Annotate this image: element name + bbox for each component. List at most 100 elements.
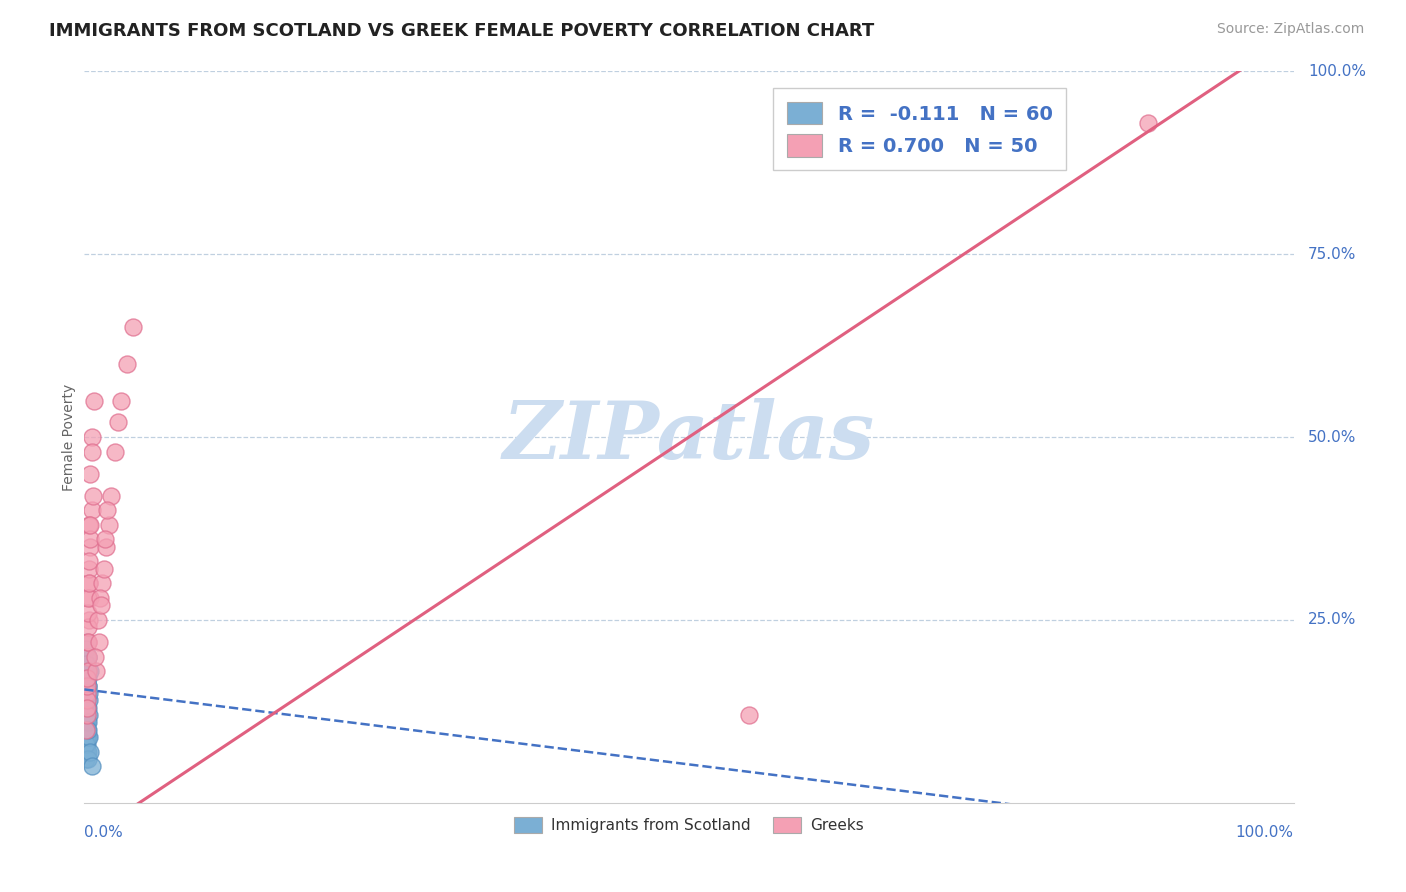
- Point: [738, 708, 761, 723]
- Point: [75, 752, 97, 766]
- Point: [76, 664, 98, 678]
- Point: [77, 730, 100, 744]
- Point: [100, 489, 122, 503]
- Point: [75, 723, 97, 737]
- Point: [76, 686, 98, 700]
- Point: [76, 649, 98, 664]
- Point: [77, 745, 100, 759]
- Point: [77, 562, 100, 576]
- Point: [104, 444, 127, 458]
- Point: [76, 737, 98, 751]
- Point: [76, 657, 98, 671]
- Point: [75, 737, 97, 751]
- Text: 100.0%: 100.0%: [1308, 64, 1367, 78]
- Point: [76, 693, 98, 707]
- Point: [96, 503, 118, 517]
- Point: [75, 700, 97, 714]
- Point: [75, 745, 97, 759]
- Point: [77, 700, 100, 714]
- Point: [79, 467, 101, 481]
- Point: [90, 599, 112, 613]
- Legend: Immigrants from Scotland, Greeks: Immigrants from Scotland, Greeks: [508, 811, 870, 839]
- Point: [77, 686, 100, 700]
- Point: [77, 613, 100, 627]
- Point: [75, 672, 97, 686]
- Point: [77, 591, 100, 605]
- Point: [79, 664, 101, 678]
- Point: [77, 649, 100, 664]
- Point: [77, 730, 100, 744]
- Point: [75, 737, 97, 751]
- Point: [75, 686, 97, 700]
- Point: [75, 715, 97, 730]
- Text: ZIPatlas: ZIPatlas: [503, 399, 875, 475]
- Point: [77, 517, 100, 532]
- Point: [91, 576, 114, 591]
- Point: [76, 723, 98, 737]
- Point: [80, 759, 103, 773]
- Point: [76, 635, 98, 649]
- Text: 100.0%: 100.0%: [1236, 825, 1294, 839]
- Point: [79, 591, 101, 605]
- Point: [107, 416, 129, 430]
- Point: [76, 730, 98, 744]
- Point: [84, 649, 107, 664]
- Point: [76, 715, 98, 730]
- Point: [76, 679, 98, 693]
- Point: [76, 745, 98, 759]
- Point: [79, 533, 101, 547]
- Point: [110, 393, 132, 408]
- Point: [76, 672, 98, 686]
- Point: [87, 635, 110, 649]
- Point: [77, 576, 100, 591]
- Point: [77, 635, 100, 649]
- Point: [76, 686, 98, 700]
- Point: [75, 723, 97, 737]
- Point: [77, 715, 100, 730]
- Point: [79, 745, 101, 759]
- Point: [75, 657, 97, 671]
- Point: [76, 679, 98, 693]
- Point: [79, 517, 101, 532]
- Point: [77, 708, 100, 723]
- Point: [76, 708, 98, 723]
- Point: [77, 554, 100, 568]
- Point: [77, 679, 100, 693]
- Point: [115, 357, 138, 371]
- Point: [77, 576, 100, 591]
- Point: [76, 693, 98, 707]
- Point: [83, 393, 105, 408]
- Text: 50.0%: 50.0%: [1308, 430, 1357, 444]
- Point: [75, 657, 97, 671]
- Text: 25.0%: 25.0%: [1308, 613, 1357, 627]
- Point: [77, 620, 100, 634]
- Point: [93, 562, 115, 576]
- Point: [89, 591, 111, 605]
- Point: [77, 649, 100, 664]
- Point: [94, 533, 117, 547]
- Point: [77, 723, 100, 737]
- Point: [77, 693, 100, 707]
- Point: [80, 444, 103, 458]
- Point: [97, 517, 120, 532]
- Point: [77, 664, 100, 678]
- Point: [75, 679, 97, 693]
- Point: [86, 613, 108, 627]
- Point: [76, 700, 98, 714]
- Point: [75, 693, 97, 707]
- Point: [75, 708, 97, 723]
- Point: [86, 664, 108, 678]
- Point: [79, 540, 101, 554]
- Point: [75, 708, 97, 723]
- Point: [80, 503, 103, 517]
- Point: [76, 700, 98, 714]
- Point: [121, 320, 143, 334]
- Point: [77, 606, 100, 620]
- Point: [75, 737, 97, 751]
- Text: 75.0%: 75.0%: [1308, 247, 1357, 261]
- Point: [75, 715, 97, 730]
- Point: [76, 686, 98, 700]
- Point: [77, 679, 100, 693]
- Point: [77, 664, 100, 678]
- Point: [76, 686, 98, 700]
